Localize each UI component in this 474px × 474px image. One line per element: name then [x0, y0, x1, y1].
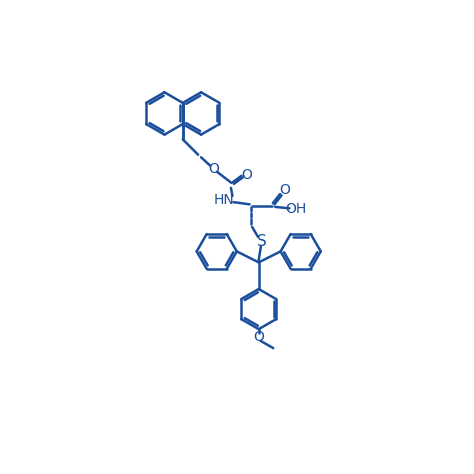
Text: O: O	[279, 183, 290, 197]
Text: OH: OH	[285, 202, 307, 217]
Text: O: O	[208, 162, 219, 175]
Text: S: S	[257, 234, 267, 249]
Text: O: O	[253, 330, 264, 344]
Text: HN: HN	[214, 193, 235, 207]
Text: O: O	[241, 168, 252, 182]
